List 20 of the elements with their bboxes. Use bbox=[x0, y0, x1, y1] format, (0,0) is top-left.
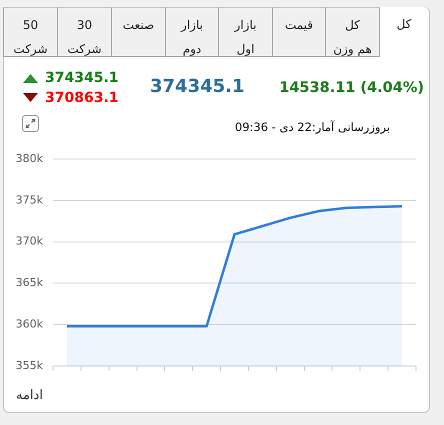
text: بروزرسانی آمار:22 دی - 09:36 bbox=[234, 120, 390, 134]
tab[interactable]: بازار دوم bbox=[165, 7, 219, 57]
tab[interactable]: 30 شرکت bbox=[57, 7, 112, 57]
text: 374345.1 bbox=[45, 70, 119, 86]
chart-title: 374345.1 bbox=[150, 76, 245, 97]
tab[interactable]: کل هم وزن bbox=[325, 7, 380, 57]
tab[interactable]: 50 شرکت bbox=[3, 7, 58, 57]
y-tick-label: 370k bbox=[16, 234, 44, 248]
y-tick-label: 355k bbox=[16, 358, 44, 372]
y-tick-label: 360k bbox=[16, 317, 44, 330]
chart-subtitle: 14538.11 (4.04%) bbox=[279, 80, 424, 96]
y-tick-label: 375k bbox=[16, 193, 44, 206]
y-tick-label: 365k bbox=[16, 276, 44, 290]
expand-icon[interactable] bbox=[22, 115, 39, 132]
tab[interactable]: قیمت bbox=[272, 7, 326, 57]
y-tick-label: 380k bbox=[16, 152, 44, 165]
tab[interactable]: بازار اول bbox=[218, 7, 273, 57]
text: ادامه bbox=[16, 388, 43, 403]
text: 370863.1 bbox=[45, 90, 119, 106]
tab[interactable]: صنعت bbox=[111, 7, 166, 57]
